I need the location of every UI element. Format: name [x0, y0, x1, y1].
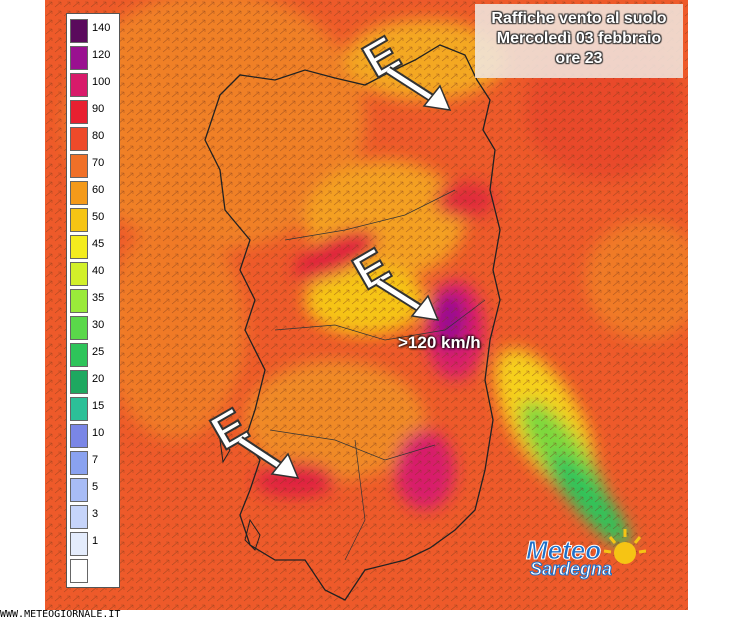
legend-row: 3 [67, 504, 119, 530]
legend-swatch [70, 559, 88, 583]
legend-swatch [70, 532, 88, 556]
arrow-north-icon [385, 66, 452, 111]
legend-label: 1 [92, 535, 99, 547]
legend-swatch [70, 397, 88, 421]
legend-label: 80 [92, 130, 105, 142]
legend-swatch [70, 289, 88, 313]
arrow-southwest-icon [237, 436, 300, 479]
legend-row: 80 [67, 126, 119, 152]
legend-swatch [70, 370, 88, 394]
legend-label: 5 [92, 481, 99, 493]
legend-row: 25 [67, 342, 119, 368]
sun-icon [603, 529, 647, 564]
legend-row: 120 [67, 45, 119, 71]
legend-swatch [70, 154, 88, 178]
legend-label: 25 [92, 346, 105, 358]
legend-label: 7 [92, 454, 99, 466]
legend-row: 100 [67, 72, 119, 98]
legend-label: 45 [92, 238, 105, 250]
site-credit: WWW.METEOGIORNALE.IT [0, 609, 121, 620]
legend-swatch [70, 505, 88, 529]
gust-callout: >120 km/h [398, 333, 481, 352]
legend-row: 7 [67, 450, 119, 476]
legend-label: 140 [92, 22, 111, 34]
legend-label: 40 [92, 265, 105, 277]
logo-text-top: Meteo [525, 535, 602, 566]
legend-row: 20 [67, 369, 119, 395]
legend-swatch [70, 262, 88, 286]
legend-row [67, 558, 119, 584]
legend-swatch [70, 343, 88, 367]
legend-swatch [70, 316, 88, 340]
legend-row: 90 [67, 99, 119, 125]
legend-label: 10 [92, 427, 105, 439]
legend-swatch [70, 424, 88, 448]
meteo-sardegna-logo: Meteo Sardegna [524, 525, 654, 585]
legend-row: 5 [67, 477, 119, 503]
legend-label: 20 [92, 373, 105, 385]
wind-arrow-center: E [344, 238, 450, 330]
legend-label: 30 [92, 319, 105, 331]
arrow-center-icon [375, 278, 440, 321]
legend-row: 50 [67, 207, 119, 233]
legend-label: 35 [92, 292, 105, 304]
title-line-1: Raffiche vento al suolo [491, 10, 667, 27]
legend-label: 15 [92, 400, 105, 412]
legend-label: 90 [92, 103, 105, 115]
legend-row: 140 [67, 18, 119, 44]
legend-row: 15 [67, 396, 119, 422]
legend-label: 3 [92, 508, 99, 520]
legend-swatch [70, 73, 88, 97]
legend-row: 1 [67, 531, 119, 557]
legend-swatch [70, 100, 88, 124]
wind-arrow-north: E [354, 26, 460, 120]
legend-swatch [70, 478, 88, 502]
legend-label: 60 [92, 184, 105, 196]
legend-label: 50 [92, 211, 105, 223]
legend-label: 70 [92, 157, 105, 169]
legend-row: 10 [67, 423, 119, 449]
legend-swatch [70, 181, 88, 205]
title-line-3: ore 23 [555, 50, 603, 67]
legend-swatch [70, 127, 88, 151]
legend-swatch [70, 451, 88, 475]
legend-swatch [70, 208, 88, 232]
logo-text-bottom: Sardegna [529, 559, 613, 580]
wind-arrow-southwest: E [202, 398, 310, 490]
legend-row: 40 [67, 261, 119, 287]
legend-label: 100 [92, 76, 111, 88]
legend-row: 70 [67, 153, 119, 179]
legend-row: 45 [67, 234, 119, 260]
legend-swatch [70, 19, 88, 43]
legend-swatch [70, 235, 88, 259]
legend-row: 30 [67, 315, 119, 341]
legend-label: 120 [92, 49, 111, 61]
color-legend: 140 120 100 90 80 70 60 50 45 40 35 30 25 20 15 10 7 5 3 1 [66, 13, 120, 588]
map-title: Raffiche vento al suolo Mercoledì 03 feb… [475, 4, 683, 78]
legend-row: 35 [67, 288, 119, 314]
legend-swatch [70, 46, 88, 70]
title-line-2: Mercoledì 03 febbraio [496, 30, 662, 47]
legend-row: 60 [67, 180, 119, 206]
